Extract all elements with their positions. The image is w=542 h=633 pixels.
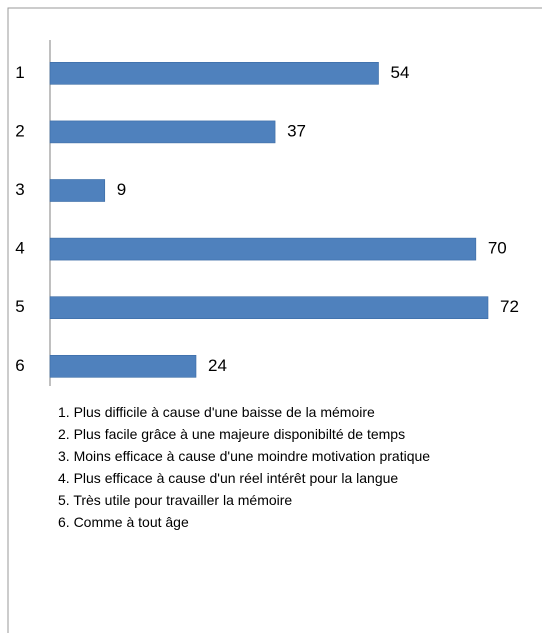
bar [49, 237, 477, 261]
bar [49, 61, 379, 85]
note: 1. Plus difficile à cause d'une baisse d… [58, 404, 375, 420]
note: 3. Moins efficace à cause d'une moindre … [58, 448, 431, 464]
frame [7, 7, 542, 633]
value-label: 70 [488, 239, 507, 258]
category-label: 5 [15, 297, 24, 316]
note: 2. Plus facile grâce à une majeure dispo… [58, 426, 406, 442]
value-label: 72 [500, 297, 519, 316]
category-label: 3 [15, 180, 24, 199]
value-label: 9 [117, 180, 126, 199]
bar [49, 296, 489, 320]
value-label: 37 [287, 121, 306, 140]
bar [49, 354, 197, 378]
value-label: 54 [391, 63, 410, 82]
bar [49, 179, 106, 202]
note: 4. Plus efficace à cause d'un réel intér… [58, 470, 399, 486]
category-label: 4 [15, 239, 24, 258]
note: 6. Comme à tout âge [58, 514, 189, 530]
notes: 1. Plus difficile à cause d'une baisse d… [58, 401, 536, 533]
note: 5. Très utile pour travailler la mémoire [58, 492, 293, 508]
bar [49, 120, 276, 144]
category-label: 2 [15, 121, 24, 140]
category-label: 1 [15, 63, 24, 82]
category-label: 6 [15, 356, 24, 375]
value-label: 24 [208, 356, 227, 375]
